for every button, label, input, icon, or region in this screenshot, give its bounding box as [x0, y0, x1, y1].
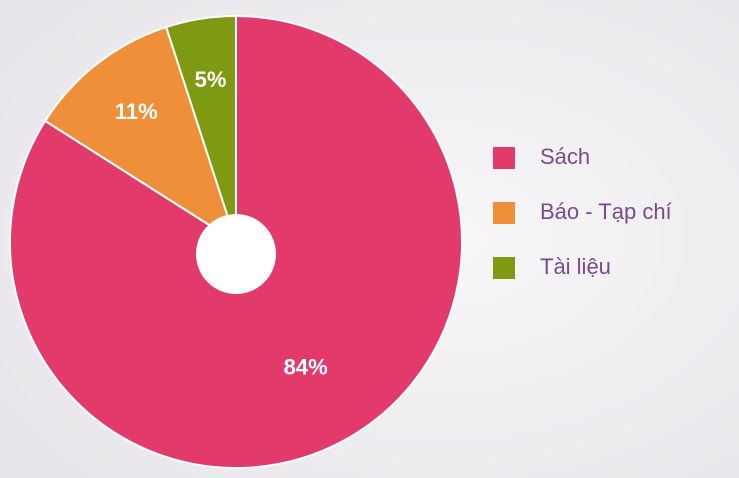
legend-label: Báo - Tạp chí	[540, 199, 672, 224]
donut-hole	[196, 214, 276, 294]
legend-swatch	[493, 257, 515, 279]
value-label: 5%	[195, 67, 227, 92]
legend: Sách Báo - Tạp chí Tài liệu	[493, 144, 672, 279]
pie-slice	[164, 14, 237, 243]
legend-label: Tài liệu	[540, 254, 611, 279]
legend-label: Sách	[540, 144, 590, 169]
value-label: 84%	[284, 355, 328, 380]
value-label: 11%	[115, 99, 158, 124]
legend-swatch	[493, 147, 515, 169]
legend-swatch	[493, 202, 515, 224]
pie: 84% 11% 5%	[9, 14, 463, 469]
pie-slice	[43, 25, 238, 245]
